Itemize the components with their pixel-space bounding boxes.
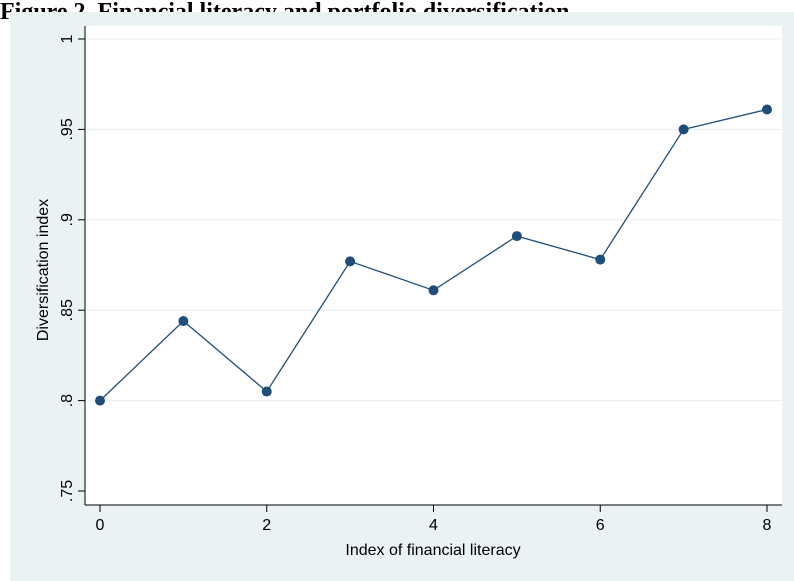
data-point bbox=[262, 387, 272, 397]
y-tick-label: .75 bbox=[59, 480, 76, 502]
data-point bbox=[595, 255, 605, 265]
x-tick-label: 0 bbox=[96, 517, 105, 534]
data-point bbox=[762, 105, 772, 115]
y-tick-label: .8 bbox=[59, 394, 76, 407]
y-tick-label: .95 bbox=[59, 118, 76, 140]
data-point bbox=[429, 285, 439, 295]
y-axis-title: Diversification index bbox=[35, 199, 52, 341]
data-point bbox=[512, 231, 522, 241]
plot-area bbox=[85, 26, 782, 505]
data-point bbox=[345, 256, 355, 266]
x-axis-title: Index of financial literacy bbox=[345, 542, 520, 559]
x-tick-label: 4 bbox=[429, 517, 438, 534]
y-tick-label: .9 bbox=[59, 213, 76, 226]
data-point bbox=[178, 316, 188, 326]
x-tick-label: 6 bbox=[596, 517, 605, 534]
x-tick-label: 2 bbox=[262, 517, 271, 534]
x-ticks: 0 2 4 6 8 bbox=[96, 505, 772, 534]
y-tick-label: .85 bbox=[59, 299, 76, 321]
y-tick-label: 1 bbox=[59, 34, 76, 43]
x-tick-label: 8 bbox=[763, 517, 772, 534]
data-point bbox=[679, 124, 689, 134]
data-point bbox=[95, 396, 105, 406]
y-ticks: .75 .8 .85 .9 .95 1 bbox=[59, 34, 85, 502]
